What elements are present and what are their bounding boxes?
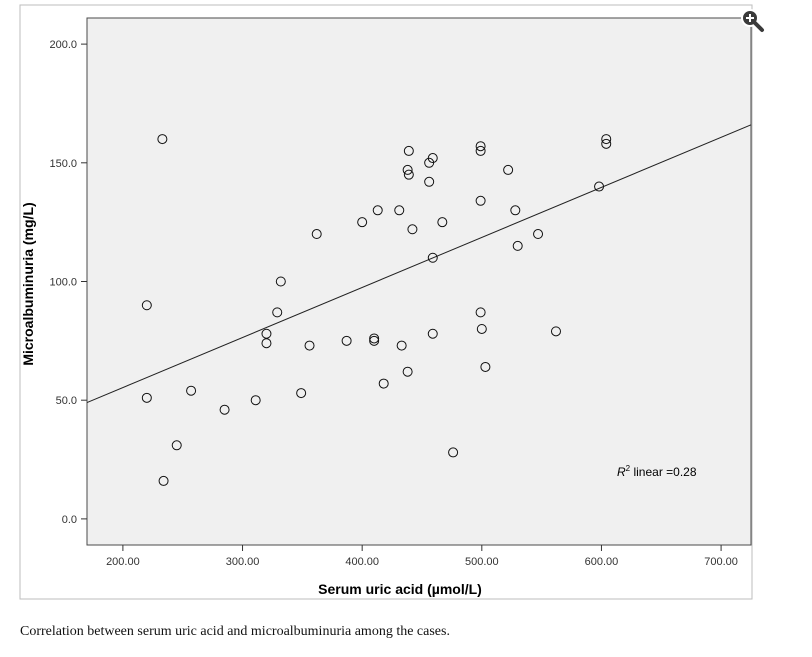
data-point	[186, 385, 197, 396]
data-point	[403, 145, 414, 156]
data-point	[341, 335, 352, 346]
data-point	[357, 217, 368, 228]
x-tick-label: 600.00	[585, 556, 619, 568]
regression-line	[86, 124, 752, 404]
x-tick-label: 300.00	[226, 556, 260, 568]
data-point	[475, 307, 486, 318]
data-point	[550, 326, 561, 337]
r-superscript: 2	[626, 464, 631, 473]
data-point	[272, 307, 283, 318]
data-point	[369, 335, 380, 346]
data-point	[480, 361, 491, 372]
plot-area	[86, 17, 752, 546]
x-tick-label: 200.00	[106, 556, 140, 568]
data-point	[437, 217, 448, 228]
data-point	[448, 447, 459, 458]
data-point	[424, 176, 435, 187]
data-point	[407, 224, 418, 235]
data-point	[311, 229, 322, 240]
data-point	[427, 252, 438, 263]
y-tick-label: 100.0	[49, 277, 77, 289]
x-tick-label: 500.00	[465, 556, 499, 568]
r-squared-annotation: R2 linear =0.28	[617, 464, 697, 479]
data-point	[171, 440, 182, 451]
data-point	[427, 328, 438, 339]
data-points	[141, 134, 612, 486]
data-point	[157, 134, 168, 145]
data-point	[402, 366, 413, 377]
data-point	[512, 240, 523, 251]
data-point	[594, 181, 605, 192]
data-point	[158, 475, 169, 486]
data-point	[510, 205, 521, 216]
data-point	[219, 404, 230, 415]
figure-caption: Correlation between serum uric acid and …	[20, 624, 450, 639]
data-point	[601, 134, 612, 145]
data-point	[475, 145, 486, 156]
data-point	[475, 195, 486, 206]
data-point	[503, 164, 514, 175]
x-tick-label: 700.00	[704, 556, 738, 568]
data-point	[475, 141, 486, 152]
y-tick-label: 50.0	[56, 395, 77, 407]
data-point	[275, 276, 286, 287]
y-axis: 0.0 50.0 100.0 150.0 200.0	[49, 39, 87, 526]
y-tick-label: 0.0	[62, 514, 77, 526]
data-point	[141, 300, 152, 311]
x-axis-title: Serum uric acid (µmol/L)	[318, 581, 482, 597]
data-point	[261, 338, 272, 349]
data-point	[394, 205, 405, 216]
data-point	[396, 340, 407, 351]
data-point	[378, 378, 389, 389]
x-tick-label: 400.00	[345, 556, 379, 568]
data-point	[296, 388, 307, 399]
data-point	[402, 164, 413, 175]
data-point	[533, 229, 544, 240]
r-squared-value: linear =0.28	[630, 465, 697, 479]
data-point	[476, 323, 487, 334]
data-point	[250, 395, 261, 406]
data-point	[403, 169, 414, 180]
r-symbol: R	[617, 465, 626, 479]
data-point	[372, 205, 383, 216]
data-point	[304, 340, 315, 351]
data-point	[369, 333, 380, 344]
y-tick-label: 200.0	[49, 39, 77, 51]
y-axis-title: Microalbuminuria (mg/L)	[20, 202, 36, 365]
data-point	[601, 138, 612, 149]
data-point	[427, 153, 438, 164]
x-axis: 200.00 300.00 400.00 500.00 600.00 700.00	[106, 545, 738, 568]
data-point	[141, 392, 152, 403]
y-tick-label: 150.0	[49, 158, 77, 170]
magnifier-plus-icon[interactable]	[741, 9, 764, 32]
